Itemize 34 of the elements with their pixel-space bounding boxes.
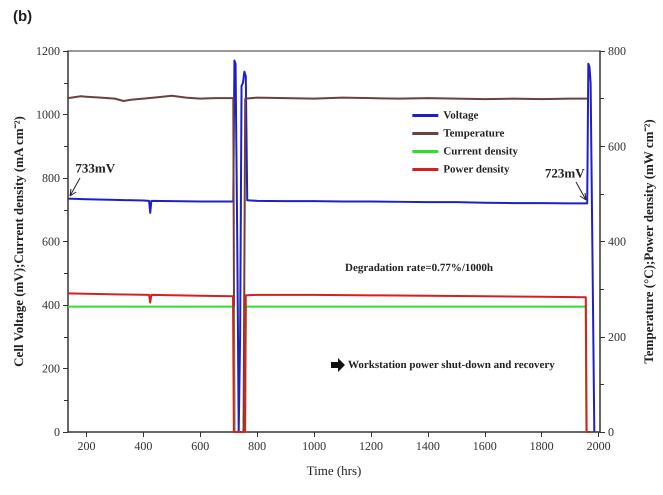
annotation: 723mV	[544, 165, 586, 180]
y-tick-label: 600	[42, 234, 60, 248]
legend-label: Current density	[443, 146, 518, 158]
annotation: 733mV	[75, 160, 116, 176]
x-tick-label: 1200	[358, 439, 383, 453]
legend-label: Voltage	[443, 110, 478, 122]
x-tick-label: 600	[191, 439, 210, 453]
x-tick-label: 800	[248, 439, 266, 453]
y2-tick-label: 200	[608, 330, 626, 344]
x-tick-label: 200	[77, 439, 96, 453]
y-tick-label: 400	[42, 298, 60, 312]
y2-axis-title: Temperature (°C);Power density (mW cm⁻²)	[641, 119, 656, 364]
annotation: Degradation rate=0.77%/1000h	[345, 262, 494, 274]
y-tick-label: 200	[42, 362, 60, 376]
y-tick-label: 1000	[36, 108, 60, 122]
y-tick-label: 800	[42, 171, 60, 185]
x-tick-label: 1400	[416, 439, 440, 453]
y2-tick-label: 800	[608, 44, 626, 58]
y-axis-title: Cell Voltage (mV);Current density (mA cm⁻²)	[11, 116, 26, 367]
y2-tick-label: 0	[608, 425, 614, 439]
x-axis-title: Time (hrs)	[306, 463, 362, 478]
x-tick-label: 400	[134, 439, 152, 453]
y2-tick-label: 600	[608, 139, 626, 154]
annotation: Workstation power shut-down and recovery	[348, 359, 556, 371]
legend-label: Power density	[443, 164, 510, 176]
y-tick-label: 0	[54, 425, 60, 439]
x-tick-label: 1600	[472, 439, 497, 453]
x-tick-label: 2000	[586, 439, 611, 453]
y2-tick-label: 400	[608, 234, 626, 248]
legend-label: Temperature	[443, 128, 505, 140]
x-tick-label: 1000	[302, 439, 326, 453]
x-tick-label: 1800	[530, 439, 554, 453]
y-tick-label: 1200	[36, 44, 60, 58]
chart-title: (b)	[13, 8, 32, 25]
